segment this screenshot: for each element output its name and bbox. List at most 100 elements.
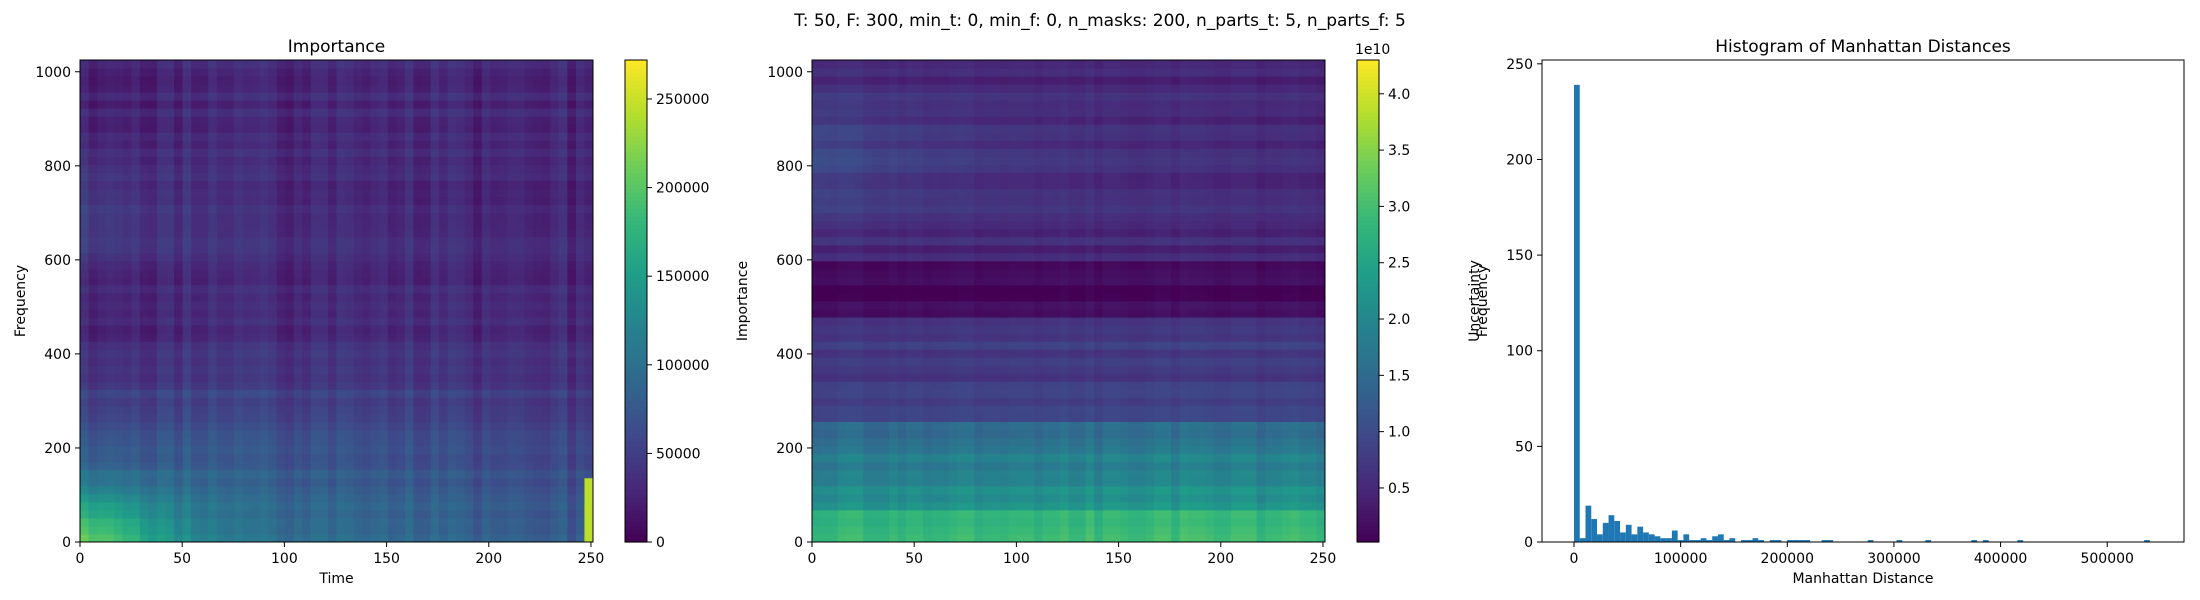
heatmap-cell xyxy=(80,389,90,398)
heatmap-cell xyxy=(370,108,380,117)
heatmap-cell xyxy=(336,84,346,93)
heatmap-cell xyxy=(327,525,337,535)
heatmap-cell xyxy=(516,309,526,318)
heatmap-cell xyxy=(524,477,534,487)
heatmap-cell xyxy=(174,461,184,471)
heatmap-cell xyxy=(122,172,132,181)
colorbar-segment xyxy=(625,260,647,266)
heatmap-cell xyxy=(268,100,278,109)
heatmap-cell xyxy=(507,140,517,149)
heatmap-cell xyxy=(1094,509,1104,519)
heatmap-cell xyxy=(1230,445,1240,455)
heatmap-cell xyxy=(165,461,175,471)
heatmap-cell xyxy=(387,429,397,439)
heatmap-cell xyxy=(370,477,380,487)
heatmap-cell xyxy=(863,413,873,422)
heatmap-cell xyxy=(114,469,124,479)
heatmap-cell xyxy=(105,180,115,190)
heatmap-cell xyxy=(1042,477,1052,487)
heatmap-cell xyxy=(558,437,568,447)
heatmap-cell xyxy=(327,228,337,238)
heatmap-cell xyxy=(507,373,517,382)
heatmap-cell xyxy=(88,196,98,206)
heatmap-cell xyxy=(447,284,457,294)
heatmap-cell xyxy=(156,76,166,85)
heatmap-cell xyxy=(820,533,830,543)
heatmap-cell xyxy=(199,108,209,117)
heatmap-cell xyxy=(156,220,166,230)
heatmap-cell xyxy=(490,309,500,318)
heatmap-cell xyxy=(208,60,218,69)
heatmap-cell xyxy=(507,268,517,278)
heatmap-cell xyxy=(327,309,337,318)
heatmap-cell xyxy=(370,124,380,133)
heatmap-cell xyxy=(490,493,500,503)
heatmap-cell xyxy=(1128,501,1138,511)
heatmap-cell xyxy=(533,525,543,535)
heatmap-cell xyxy=(820,461,830,471)
heatmap-cell xyxy=(447,180,457,190)
heatmap-cell xyxy=(302,397,312,406)
heatmap-cell xyxy=(567,309,577,318)
heatmap-cell xyxy=(516,349,526,358)
heatmap-cell xyxy=(268,156,278,165)
heatmap-cell xyxy=(276,172,286,181)
heatmap-cell xyxy=(584,268,594,278)
heatmap-cell xyxy=(1171,429,1181,439)
heatmap-cell xyxy=(105,108,115,117)
heatmap-cell xyxy=(584,501,594,511)
heatmap-cell xyxy=(148,365,158,374)
heatmap-cell xyxy=(191,156,201,165)
heatmap-cell xyxy=(1051,501,1061,511)
heatmap-cell xyxy=(464,276,474,286)
heatmap-cell xyxy=(122,276,132,286)
heatmap-cell xyxy=(541,84,551,93)
heatmap-cell xyxy=(524,236,534,246)
heatmap-cell xyxy=(379,244,389,254)
heatmap-cell xyxy=(88,453,98,463)
heatmap-cell xyxy=(387,292,397,302)
heatmap-cell xyxy=(1222,469,1232,479)
heatmap-cell xyxy=(242,236,252,246)
heatmap-cell xyxy=(105,317,115,326)
heatmap-cell xyxy=(114,437,124,447)
heatmap-cell xyxy=(233,212,243,222)
heatmap-cell xyxy=(379,461,389,471)
heatmap-cell xyxy=(558,108,568,117)
heatmap-cell xyxy=(837,381,847,390)
heatmap-cell xyxy=(507,477,517,487)
heatmap-cell xyxy=(80,429,90,439)
heatmap-cell xyxy=(464,180,474,190)
heatmap-cell xyxy=(345,172,355,181)
heatmap-cell xyxy=(940,373,950,382)
heatmap-cell xyxy=(310,188,320,198)
heatmap-cell xyxy=(336,244,346,254)
heatmap-cell xyxy=(336,236,346,246)
heatmap-cell xyxy=(174,220,184,230)
colorbar-segment xyxy=(625,473,647,479)
heatmap-cell xyxy=(122,477,132,487)
heatmap-cell xyxy=(336,180,346,190)
heatmap-cell xyxy=(541,124,551,133)
heatmap-cell xyxy=(362,276,372,286)
heatmap-cell xyxy=(439,228,449,238)
heatmap-cell xyxy=(957,509,967,519)
heatmap-cell xyxy=(1299,405,1309,414)
heatmap-cell xyxy=(404,220,414,230)
heatmap-cell xyxy=(285,220,295,230)
heatmap-cell xyxy=(1042,469,1052,479)
heatmap-cell xyxy=(114,317,124,326)
heatmap-cell xyxy=(387,469,397,479)
heatmap-cell xyxy=(251,244,261,254)
heatmap-cell xyxy=(259,252,269,262)
heatmap-cell xyxy=(268,212,278,222)
heatmap-cell xyxy=(430,509,440,519)
heatmap-cell xyxy=(156,124,166,133)
heatmap-cell xyxy=(558,60,568,69)
heatmap-cell xyxy=(1111,501,1121,511)
heatmap-cell xyxy=(1025,381,1035,390)
heatmap-cell xyxy=(293,493,303,503)
heatmap-cell xyxy=(208,493,218,503)
heatmap-cell xyxy=(914,517,924,527)
heatmap-cell xyxy=(259,124,269,133)
